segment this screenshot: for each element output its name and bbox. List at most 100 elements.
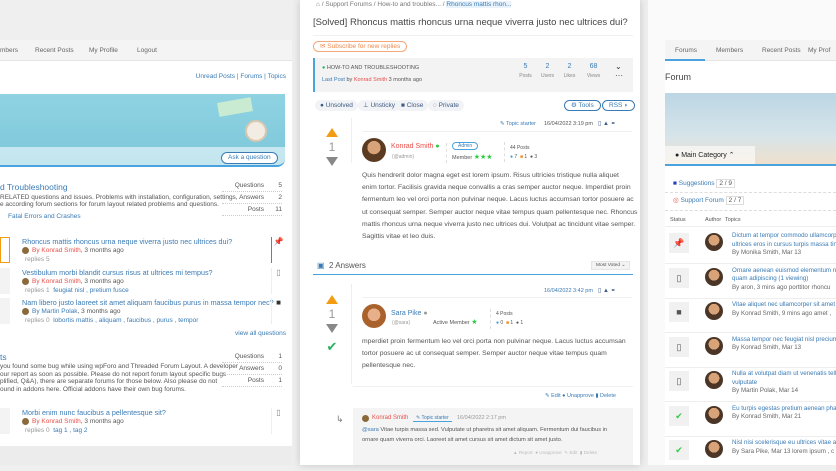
right-nav: Forums Members Recent Posts My Prof <box>665 40 836 61</box>
topic-byline: By aron, 3 mins ago porttitor rhoncu <box>732 283 831 291</box>
forum-title[interactable]: ts <box>0 352 7 362</box>
nav-members[interactable]: mbers <box>0 47 19 54</box>
unsticky-button[interactable]: ⊥ Unsticky <box>358 100 401 111</box>
accepted-answer-icon[interactable]: ✔ <box>326 339 338 354</box>
private-button[interactable]: ◌ Private <box>428 100 464 111</box>
crumb[interactable]: How-to and troubles... <box>377 1 441 8</box>
comment-body: @sara Vitae turpis massa sed. Vulputate … <box>362 427 608 443</box>
edit-button[interactable]: ✎ Edit <box>564 450 578 455</box>
topic-title[interactable]: Vestibulum morbi blandit cursus risus at… <box>22 268 213 277</box>
vote-down-icon[interactable] <box>326 157 338 166</box>
topic-title[interactable]: Morbi enim nunc faucibus a pellentesque … <box>22 408 166 417</box>
expand-icon[interactable]: ⌄ ··· <box>615 62 623 80</box>
users-stat: 2 Users <box>540 63 555 79</box>
subscribe-button[interactable]: ✉ Subscribe for new replies <box>313 41 408 52</box>
tools-button[interactable]: ⚙ Tools <box>564 100 601 111</box>
topic-title[interactable]: Nisl nisi scelerisque eu ultrices vitae … <box>732 439 836 446</box>
category-title[interactable]: Main Category <box>681 152 727 159</box>
topic-title[interactable]: Massa tempor nec feugiat nisl precium <box>732 335 836 343</box>
edit-button[interactable]: ✎ Edit <box>545 393 561 399</box>
topic-row: ▯ Ornare aenean euismod elementum nis qu… <box>665 265 836 299</box>
tags[interactable]: lobortis mattis , aliquam , faucibus , p… <box>53 317 199 324</box>
avatar <box>705 336 723 355</box>
replies-count: replies 5 <box>25 256 50 263</box>
nav-members[interactable]: Members <box>716 47 744 54</box>
header-links: Unread Posts | Forums | Topics <box>195 73 286 80</box>
col-topics: Topics <box>725 217 741 223</box>
delete-button[interactable]: ▮ Delete <box>595 393 616 399</box>
view-all-questions-link[interactable]: view all questions <box>235 330 286 337</box>
author-link[interactable]: By Martin Polak <box>32 308 78 316</box>
unapprove-button[interactable]: ● Unapprove <box>535 450 562 455</box>
status-pin-icon: 📌 <box>669 233 689 253</box>
crumb[interactable]: Support Forums <box>325 1 372 8</box>
tags[interactable]: tag 1 , tag 2 <box>53 427 88 434</box>
author-link[interactable]: By Konrad Smith <box>32 418 81 426</box>
tags[interactable]: feugiat nisl , pretium fusce <box>53 287 129 294</box>
vote-up-icon[interactable] <box>326 295 338 304</box>
forum-icon: ● <box>322 65 326 71</box>
crumb[interactable]: Rhoncus mattis rhon... <box>446 1 512 8</box>
close-button[interactable]: ■ Close <box>396 100 429 111</box>
topic-row: Rhoncus mattis rhoncus urna neque viverr… <box>0 237 285 267</box>
topic-byline: By Konrad Smith, Mar 13 <box>732 344 802 351</box>
admin-badge: Admin <box>452 142 479 150</box>
author-name[interactable]: Konrad Smith <box>372 415 409 421</box>
forum-title[interactable]: d Troubleshooting <box>0 182 68 192</box>
delete-button[interactable]: ▮ Delete <box>579 450 598 455</box>
topic-row: ▯ Nulla at volutpat diam ut venenatis te… <box>665 368 836 402</box>
vote-down-icon[interactable] <box>326 324 338 333</box>
category-banner: ● Main Category ⌃ <box>665 93 836 166</box>
vote-up-icon[interactable] <box>326 128 338 137</box>
topic-row: Morbi enim nunc faucibus a pellentesque … <box>0 408 285 438</box>
post-tools-icons[interactable]: ▯ ▲ ⚭ <box>598 288 616 294</box>
ask-question-button[interactable]: Ask a question <box>221 152 278 164</box>
topic-info-box: ● HOW-TO AND TROUBLESHOOTING Last Post b… <box>313 58 633 92</box>
report-button[interactable]: ▲ Report <box>513 450 533 455</box>
nav-my-profile[interactable]: My Prof <box>808 47 831 54</box>
rss-button[interactable]: RSS ◗ <box>602 100 636 111</box>
sort-select[interactable]: Most Voted ⌄ <box>591 261 631 270</box>
views-stat: 68 Views <box>586 63 601 79</box>
subforum-support[interactable]: ◎ Support Forum 2 / 7 <box>673 196 745 205</box>
nav-logout[interactable]: Logout <box>137 47 157 54</box>
nav-forums[interactable]: Forums <box>675 47 698 54</box>
comment-actions: ▲ Report ● Unapprove ✎ Edit ▮ Delete <box>513 450 597 456</box>
question-vote: 1 <box>324 128 340 166</box>
topic-title[interactable]: Ornare aenean euismod elementum nis <box>732 266 836 274</box>
author-link[interactable]: By Konrad Smith <box>32 278 81 286</box>
member-rank: Member ★★★ <box>452 154 493 161</box>
unsolved-button[interactable]: ● Unsolved <box>315 100 358 111</box>
topic-title[interactable]: Rhoncus mattis rhoncus urna neque viverr… <box>22 237 233 246</box>
subforum-link[interactable]: Fatal Errors and Crashes <box>8 213 81 220</box>
last-post-link[interactable]: Last Post <box>322 77 345 83</box>
topic-row: Vestibulum morbi blandit cursus risus at… <box>0 268 285 298</box>
topic-byline: By Monika Smith, Mar 13 <box>732 249 802 256</box>
home-icon[interactable]: ⌂ <box>316 1 320 8</box>
author-link[interactable]: Konrad Smith <box>353 77 388 83</box>
author-link[interactable]: By Konrad Smith <box>32 247 81 255</box>
answer-actions: ✎ Edit ● Unapprove ▮ Delete <box>545 393 616 399</box>
unapprove-button[interactable]: ● Unapprove <box>562 393 594 399</box>
topic-title[interactable]: Nulla at volutpat diam ut venenatis tell <box>732 370 836 377</box>
subforum-suggestions[interactable]: ■ Suggestions 2 / 9 <box>673 179 735 188</box>
document-icon: ▯ <box>271 408 285 434</box>
author-name[interactable]: Konrad Smith ● <box>391 143 440 150</box>
author-name[interactable]: Sara Pike ● <box>391 310 428 317</box>
unread-posts-link[interactable]: Unread Posts <box>195 73 236 80</box>
topic-title[interactable]: Vitae aliquet nec ullamcorper sit amet r <box>732 301 836 308</box>
nav-recent-posts[interactable]: Recent Posts <box>35 47 74 54</box>
post-tools-icons[interactable]: ▯ ▲ ⚭ <box>598 121 616 127</box>
nav-recent-posts[interactable]: Recent Posts <box>762 47 801 54</box>
forums-rss-link[interactable]: Forums <box>240 73 263 80</box>
avatar <box>705 405 723 424</box>
topic-title[interactable]: Eu turpis egestas pretium aenean phare <box>732 404 836 412</box>
topic-title[interactable]: Nam libero justo laoreet sit amet aliqua… <box>22 298 274 307</box>
answer-body: mperdiet proin fermentum leo vel orci po… <box>362 338 626 370</box>
topic-title[interactable]: Dictum at tempor commodo ullamcorpe <box>732 232 836 239</box>
forum-link[interactable]: HOW-TO AND TROUBLESHOOTING <box>326 65 420 71</box>
topics-rss-link[interactable]: Topics <box>267 73 286 80</box>
avatar <box>362 415 369 422</box>
nav-my-profile[interactable]: My Profile <box>89 47 118 54</box>
stat-posts: Posts 1 <box>222 375 282 387</box>
